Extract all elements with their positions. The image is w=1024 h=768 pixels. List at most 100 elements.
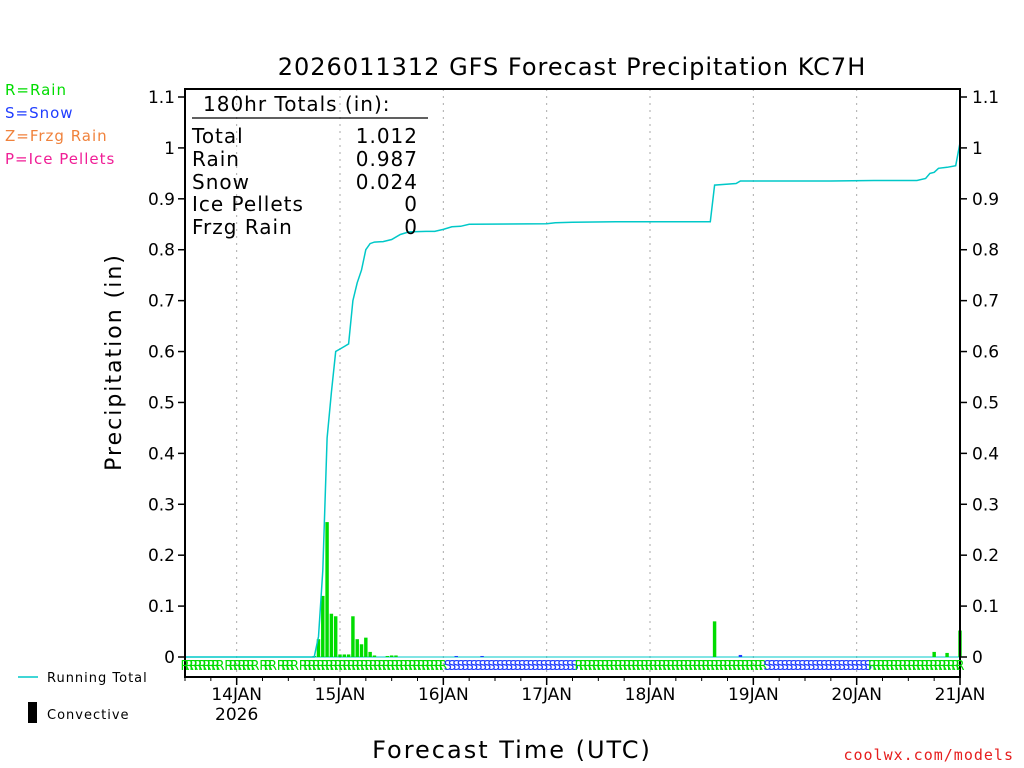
precip-type-letter: R <box>741 659 750 674</box>
precip-type-letter: S <box>825 659 833 674</box>
precip-type-letter: R <box>605 659 614 674</box>
precip-type-letter: R <box>688 659 697 674</box>
precip-type-letter: R <box>316 659 325 674</box>
precip-type-letter: R <box>198 659 207 674</box>
precip-type-letter: R <box>955 659 964 674</box>
totals-value-rain: 0.987 <box>356 147 418 171</box>
precip-bar <box>359 644 364 657</box>
precip-bar <box>325 522 329 657</box>
precip-bar <box>712 621 717 657</box>
precip-type-letter: R <box>618 659 627 674</box>
precip-type-letter: R <box>920 659 929 674</box>
type-legend: R=Rain S=Snow Z=Frzg Rain P=Ice Pellets <box>5 81 114 168</box>
precip-type-letter: S <box>514 659 522 674</box>
precip-type-letter: R <box>754 659 763 674</box>
totals-label-frzg-rain: Frzg Rain <box>192 215 293 239</box>
precip-type-letter: S <box>496 659 504 674</box>
precip-bar <box>385 655 390 657</box>
precip-type-letter: S <box>785 659 793 674</box>
precip-type-letter: S <box>776 659 784 674</box>
precip-type-letter: R <box>268 659 277 674</box>
precip-type-letter: S <box>474 659 482 674</box>
precip-type-letter: S <box>461 659 469 674</box>
precip-type-letter: S <box>860 659 868 674</box>
precip-type-letter: R <box>697 659 706 674</box>
precip-type-letter: S <box>846 659 854 674</box>
precip-type-letter: S <box>842 659 850 674</box>
precip-type-letter: R <box>583 659 592 674</box>
precip-type-letter: R <box>430 659 439 674</box>
precip-bar <box>338 654 342 657</box>
precip-type-letter: R <box>750 659 759 674</box>
precip-bar <box>333 616 338 657</box>
precip-type-letter: S <box>544 659 552 674</box>
x-tick-label: 14JAN <box>211 685 262 705</box>
totals-value-frzg-rain: 0 <box>404 215 418 239</box>
precip-type-letter: R <box>329 659 338 674</box>
precip-type-letter: S <box>522 659 530 674</box>
precip-type-letter: S <box>465 659 473 674</box>
precip-type-letter: S <box>557 659 565 674</box>
y-tick-label-left: 0.7 <box>148 292 175 312</box>
precip-type-letter: S <box>811 659 819 674</box>
precip-type-letter: S <box>803 659 811 674</box>
totals-header: 180hr Totals (in): <box>203 92 391 116</box>
x-tick-label: 18JAN <box>625 685 676 705</box>
precip-type-letter: R <box>929 659 938 674</box>
precip-type-letter: R <box>360 659 369 674</box>
precip-type-letter: R <box>373 659 382 674</box>
precip-type-letter: S <box>479 659 487 674</box>
precip-bar <box>346 654 351 657</box>
precip-type-letter: S <box>789 659 797 674</box>
precip-type-letter: S <box>448 659 456 674</box>
precip-type-letter: R <box>719 659 728 674</box>
x-tick-label: 16JAN <box>418 685 469 705</box>
x-tick-label: 15JAN <box>315 685 366 705</box>
legend-snow: S=Snow <box>5 104 74 122</box>
precip-type-letter: R <box>592 659 601 674</box>
precip-type-letter: R <box>351 659 360 674</box>
precip-type-letter: S <box>492 659 500 674</box>
precip-type-letter: R <box>684 659 693 674</box>
precip-type-letter: R <box>636 659 645 674</box>
precip-type-letter: R <box>334 659 343 674</box>
precip-bar <box>932 651 936 657</box>
x-tick-label: 21JAN <box>935 685 986 705</box>
totals-box: 180hr Totals (in): Total 1.012 Rain 0.98… <box>191 92 428 239</box>
precip-type-letter: R <box>356 659 365 674</box>
precip-type-letter: R <box>758 659 767 674</box>
totals-label-ice-pellets: Ice Pellets <box>192 192 304 216</box>
legend-frzg-rain: Z=Frzg Rain <box>5 127 108 145</box>
running-total-legend-label: Running Total <box>47 671 148 686</box>
precip-type-letter: R <box>907 659 916 674</box>
precip-type-letter: R <box>728 659 737 674</box>
precip-type-letter: R <box>386 659 395 674</box>
precip-type-letter: R <box>347 659 356 674</box>
precip-type-letter: R <box>737 659 746 674</box>
y-tick-label-right: 0.5 <box>972 393 999 413</box>
convective-legend-label: Convective <box>47 708 130 723</box>
precip-type-letter: S <box>864 659 872 674</box>
precip-type-letter: R <box>894 659 903 674</box>
precip-type-letter: R <box>251 659 260 674</box>
y-axis-label: Precipitation (in) <box>102 253 127 471</box>
precip-bar <box>355 639 359 657</box>
precip-type-letter: R <box>903 659 912 674</box>
precip-type-letter: R <box>382 659 391 674</box>
precip-type-letter: R <box>710 659 719 674</box>
precip-type-letter: S <box>772 659 780 674</box>
chart-title: 2026011312 GFS Forecast Precipitation KC… <box>278 53 867 81</box>
precip-type-letter: R <box>439 659 448 674</box>
precip-type-letter: R <box>180 659 189 674</box>
y-tick-label-right: 1 <box>972 139 983 159</box>
y-tick-label-left: 0.6 <box>148 343 175 363</box>
precip-type-letter: R <box>369 659 378 674</box>
y-tick-label-right: 0 <box>972 648 983 668</box>
precip-type-letter: R <box>745 659 754 674</box>
precip-type-letter: S <box>571 659 579 674</box>
precip-type-letter: R <box>408 659 417 674</box>
y-tick-label-left: 0.5 <box>148 393 175 413</box>
y-tick-label-right: 0.7 <box>972 292 999 312</box>
precip-type-letter: R <box>706 659 715 674</box>
